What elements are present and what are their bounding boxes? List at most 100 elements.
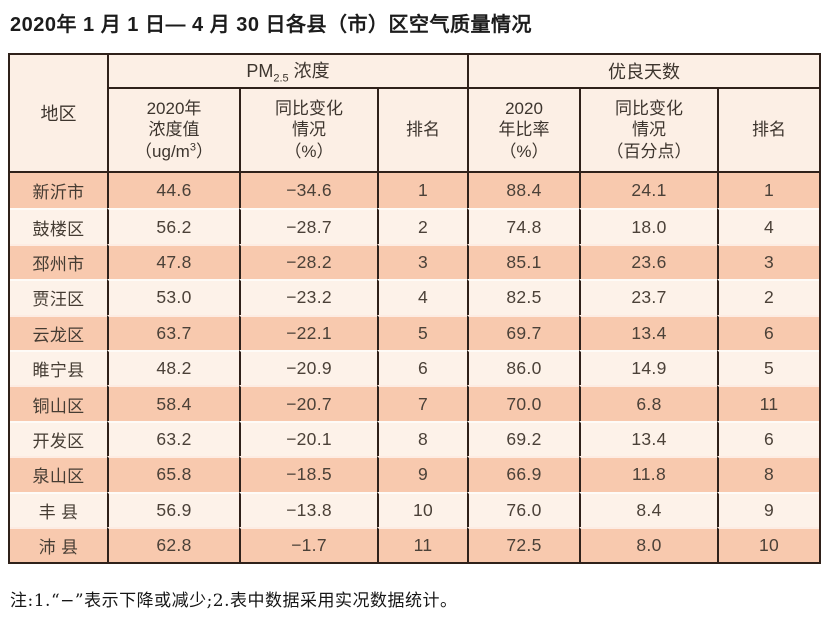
table-row: 贾汪区 53.0 −23.2 4 82.5 23.7 2: [10, 279, 820, 315]
table-body: 新沂市 44.6 −34.6 1 88.4 24.1 1 鼓楼区 56.2 −2…: [10, 173, 820, 563]
header-line: 情况: [632, 120, 666, 140]
pm-change-cell: −22.1: [239, 314, 377, 350]
pm25-label-suffix: 浓度: [288, 61, 330, 82]
good-rank-cell: 5: [717, 349, 820, 386]
col-header-good-change: 同比变化 情况 （百分点）: [579, 89, 717, 173]
header-line: （%）: [499, 141, 549, 161]
pm-value-cell: 56.9: [107, 491, 239, 527]
table-row: 沛 县 62.8 −1.7 11 72.5 8.0 10: [10, 526, 820, 563]
unit-suffix: ）: [195, 141, 213, 161]
pm-change-cell: −18.5: [239, 456, 377, 492]
table-row: 邳州市 47.8 −28.2 3 85.1 23.6 3: [10, 243, 820, 280]
table-row: 鼓楼区 56.2 −28.7 2 74.8 18.0 4: [10, 208, 820, 244]
pm-value-cell: 63.2: [107, 420, 239, 457]
pm-rank-cell: 8: [377, 420, 467, 457]
region-cell: 丰 县: [10, 491, 107, 527]
region-cell: 鼓楼区: [10, 208, 107, 244]
region-cell: 沛 县: [10, 526, 107, 563]
header-line: 年比率: [498, 120, 550, 140]
header-line: 2020: [505, 99, 543, 119]
pm25-label-prefix: PM: [246, 61, 274, 82]
region-cell: 邳州市: [10, 243, 107, 280]
good-ratio-cell: 69.2: [467, 420, 579, 457]
good-change-cell: 13.4: [579, 420, 717, 457]
col-header-region: 地区: [10, 55, 107, 173]
table-row: 新沂市 44.6 −34.6 1 88.4 24.1 1: [10, 173, 820, 209]
good-rank-cell: 8: [717, 456, 820, 492]
good-change-cell: 18.0: [579, 208, 717, 244]
pm-rank-cell: 9: [377, 456, 467, 492]
col-header-pm-rank: 排名: [377, 89, 467, 173]
good-ratio-cell: 86.0: [467, 349, 579, 386]
good-rank-cell: 6: [717, 420, 820, 457]
pm-rank-cell: 5: [377, 314, 467, 350]
good-ratio-cell: 82.5: [467, 279, 579, 315]
header-line: （%）: [284, 141, 334, 161]
page-title: 2020年 1 月 1 日— 4 月 30 日各县（市）区空气质量情况: [10, 14, 533, 36]
good-change-cell: 14.9: [579, 349, 717, 386]
pm-change-cell: −23.2: [239, 279, 377, 315]
pm-change-cell: −20.9: [239, 349, 377, 386]
unit-superscript: 3: [189, 140, 196, 153]
region-cell: 新沂市: [10, 173, 107, 209]
group-header-good-days: 优良天数: [467, 55, 820, 89]
region-cell: 贾汪区: [10, 279, 107, 315]
pm-value-cell: 63.7: [107, 314, 239, 350]
table-row: 云龙区 63.7 −22.1 5 69.7 13.4 6: [10, 314, 820, 350]
header-line: 同比变化: [615, 99, 683, 119]
header-line: 2020年: [146, 99, 202, 119]
pm-change-cell: −28.2: [239, 243, 377, 280]
table-row: 铜山区 58.4 −20.7 7 70.0 6.8 11: [10, 385, 820, 421]
pm-rank-cell: 2: [377, 208, 467, 244]
table-row: 泉山区 65.8 −18.5 9 66.9 11.8 8: [10, 456, 820, 492]
header-unit: （ug/m3）: [109, 141, 239, 162]
good-change-cell: 11.8: [579, 456, 717, 492]
header-line: 浓度值: [148, 120, 200, 140]
table-row: 开发区 63.2 −20.1 8 69.2 13.4 6: [10, 420, 820, 457]
group-header-pm25: PM2.5 浓度: [107, 55, 467, 89]
good-change-cell: 6.8: [579, 385, 717, 421]
pm-value-cell: 65.8: [107, 456, 239, 492]
pm-rank-cell: 4: [377, 279, 467, 315]
col-header-good-ratio: 2020 年比率 （%）: [467, 89, 579, 173]
good-ratio-cell: 69.7: [467, 314, 579, 350]
header-line: 同比变化: [275, 99, 343, 119]
header-line: 情况: [292, 120, 326, 140]
pm-change-cell: −28.7: [239, 208, 377, 244]
pm-change-cell: −1.7: [239, 526, 377, 563]
pm-value-cell: 56.2: [107, 208, 239, 244]
good-rank-cell: 10: [717, 526, 820, 563]
table-header: 地区 PM2.5 浓度 优良天数 2020年 浓度值 （ug/m3） 同比变化 …: [10, 55, 820, 173]
pm-rank-cell: 10: [377, 491, 467, 527]
pm-change-cell: −20.7: [239, 385, 377, 421]
good-ratio-cell: 74.8: [467, 208, 579, 244]
region-cell: 云龙区: [10, 314, 107, 350]
good-ratio-cell: 88.4: [467, 173, 579, 209]
air-quality-table: 地区 PM2.5 浓度 优良天数 2020年 浓度值 （ug/m3） 同比变化 …: [8, 53, 822, 565]
good-ratio-cell: 66.9: [467, 456, 579, 492]
good-change-cell: 23.7: [579, 279, 717, 315]
good-ratio-cell: 76.0: [467, 491, 579, 527]
good-rank-cell: 4: [717, 208, 820, 244]
pm-value-cell: 58.4: [107, 385, 239, 421]
good-rank-cell: 11: [717, 385, 820, 421]
good-change-cell: 23.6: [579, 243, 717, 280]
good-rank-cell: 2: [717, 279, 820, 315]
pm-value-cell: 47.8: [107, 243, 239, 280]
pm-rank-cell: 6: [377, 349, 467, 386]
pm-value-cell: 44.6: [107, 173, 239, 209]
pm-change-cell: −34.6: [239, 173, 377, 209]
pm-change-cell: −13.8: [239, 491, 377, 527]
region-cell: 铜山区: [10, 385, 107, 421]
pm-value-cell: 48.2: [107, 349, 239, 386]
col-header-pm-change: 同比变化 情况 （%）: [239, 89, 377, 173]
good-change-cell: 8.4: [579, 491, 717, 527]
footnote: 注:1.“−”表示下降或减少;2.表中数据采用实况数据统计。: [10, 591, 458, 612]
good-ratio-cell: 72.5: [467, 526, 579, 563]
region-cell: 泉山区: [10, 456, 107, 492]
good-rank-cell: 6: [717, 314, 820, 350]
col-header-good-rank: 排名: [717, 89, 820, 173]
header-line: （百分点）: [606, 141, 692, 161]
pm-value-cell: 53.0: [107, 279, 239, 315]
